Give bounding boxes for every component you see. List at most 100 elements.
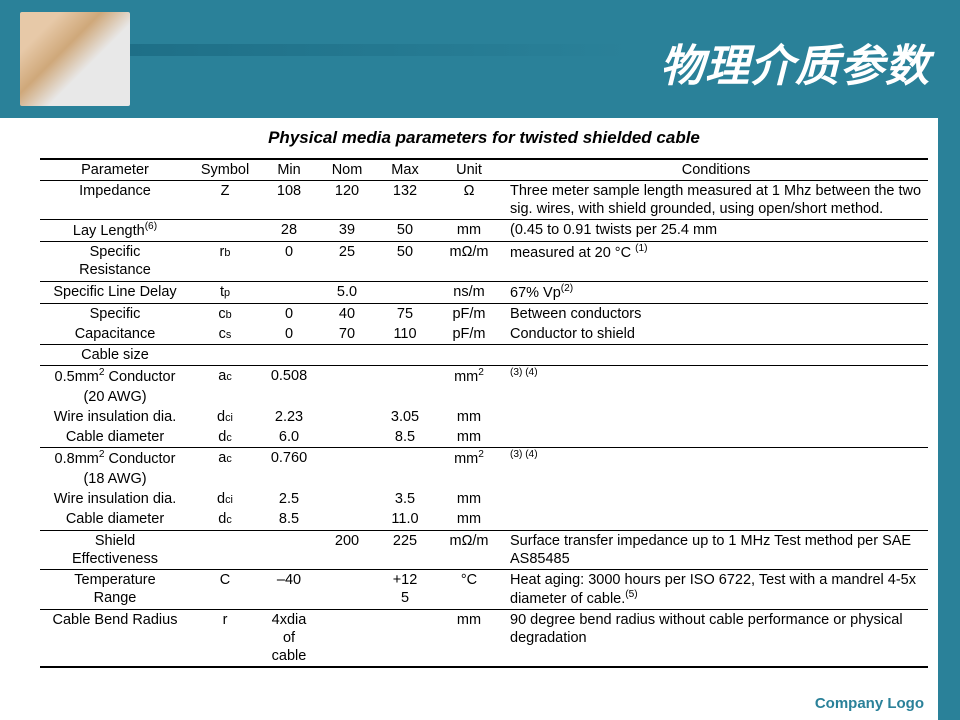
cell <box>376 387 434 407</box>
parameters-table: Parameter Symbol Min Nom Max Unit Condit… <box>40 158 928 668</box>
cell: 3.5 <box>376 489 434 509</box>
title-bar: 物理介质参数 <box>0 0 960 118</box>
cell: 4xdiaof cable <box>260 609 318 667</box>
cell: (20 AWG) <box>40 387 190 407</box>
table-row: Capacitance cs 0 70 110 pF/m Conductor t… <box>40 324 928 345</box>
cell: C <box>190 569 260 609</box>
table-row: (20 AWG) <box>40 387 928 407</box>
table-row: Specific cb 0 40 75 pF/m Between conduct… <box>40 303 928 324</box>
cell: mΩ/m <box>434 242 504 281</box>
cell <box>376 281 434 303</box>
cell <box>190 387 260 407</box>
cell: (18 AWG) <box>40 469 190 489</box>
cell: Cable size <box>40 344 190 365</box>
cell: Wire insulation dia. <box>40 407 190 427</box>
cell: –40 <box>260 569 318 609</box>
slide-title: 物理介质参数 <box>660 30 930 94</box>
cell: pF/m <box>434 324 504 345</box>
cell: dc <box>190 427 260 448</box>
cell: 0.508 <box>260 365 318 386</box>
cell: mm <box>434 489 504 509</box>
cell: Impedance <box>40 181 190 220</box>
cell: 6.0 <box>260 427 318 448</box>
cell: 8.5 <box>260 509 318 530</box>
cell: 200 <box>318 530 376 569</box>
cell <box>376 344 434 365</box>
table-row: Impedance Z 108 120 132 Ω Three meter sa… <box>40 181 928 220</box>
col-min: Min <box>260 159 318 181</box>
cell <box>318 469 376 489</box>
cell: Lay Length(6) <box>40 220 190 242</box>
cell <box>260 281 318 303</box>
cell: Cable diameter <box>40 427 190 448</box>
cell <box>376 448 434 469</box>
cell <box>190 469 260 489</box>
table-row: SpecificResistance rb 0 25 50 mΩ/m measu… <box>40 242 928 281</box>
cell <box>504 489 928 509</box>
cell: 70 <box>318 324 376 345</box>
table-header-row: Parameter Symbol Min Nom Max Unit Condit… <box>40 159 928 181</box>
cell: 25 <box>318 242 376 281</box>
cell <box>504 427 928 448</box>
cell <box>260 469 318 489</box>
table-row: Cable diameter dc 6.0 8.5 mm <box>40 427 928 448</box>
col-parameter: Parameter <box>40 159 190 181</box>
cell: ac <box>190 365 260 386</box>
cell: 2.23 <box>260 407 318 427</box>
cell: Ω <box>434 181 504 220</box>
table-row: Wire insulation dia. dci 2.23 3.05 mm <box>40 407 928 427</box>
table-row: Specific Line Delay tp 5.0 ns/m 67% Vp(2… <box>40 281 928 303</box>
cell: Z <box>190 181 260 220</box>
cell <box>190 220 260 242</box>
cell: mm2 <box>434 448 504 469</box>
cell: 0.8mm2 Conductor <box>40 448 190 469</box>
cell <box>434 469 504 489</box>
table-row: (18 AWG) <box>40 469 928 489</box>
cell <box>376 365 434 386</box>
cell: Cable Bend Radius <box>40 609 190 667</box>
cell <box>318 569 376 609</box>
cell: 90 degree bend radius without cable perf… <box>504 609 928 667</box>
table-row: 0.5mm2 Conductor ac 0.508 mm2 (3) (4) <box>40 365 928 386</box>
cell <box>318 344 376 365</box>
table-row: TemperatureRange C –40 +125 °C Heat agin… <box>40 569 928 609</box>
cell: 0 <box>260 303 318 324</box>
cell: 110 <box>376 324 434 345</box>
cell: 67% Vp(2) <box>504 281 928 303</box>
cell <box>318 448 376 469</box>
cell: mm2 <box>434 365 504 386</box>
cell: Surface transfer impedance up to 1 MHz T… <box>504 530 928 569</box>
table-title: Physical media parameters for twisted sh… <box>40 128 928 148</box>
cell: Wire insulation dia. <box>40 489 190 509</box>
cell: (0.45 to 0.91 twists per 25.4 mm <box>504 220 928 242</box>
cell <box>260 387 318 407</box>
cell: SpecificResistance <box>40 242 190 281</box>
cell: rb <box>190 242 260 281</box>
cell <box>318 609 376 667</box>
cell <box>504 407 928 427</box>
col-nom: Nom <box>318 159 376 181</box>
cell: Heat aging: 3000 hours per ISO 6722, Tes… <box>504 569 928 609</box>
col-conditions: Conditions <box>504 159 928 181</box>
cell: cb <box>190 303 260 324</box>
cell: mΩ/m <box>434 530 504 569</box>
cell: dci <box>190 407 260 427</box>
cell: 50 <box>376 220 434 242</box>
cell: Specific <box>40 303 190 324</box>
cell <box>190 344 260 365</box>
cell: 108 <box>260 181 318 220</box>
cell: 40 <box>318 303 376 324</box>
cell: r <box>190 609 260 667</box>
table-row: ShieldEffectiveness 200 225 mΩ/m Surface… <box>40 530 928 569</box>
table-row: Cable Bend Radius r 4xdiaof cable mm 90 … <box>40 609 928 667</box>
cell: 50 <box>376 242 434 281</box>
cell <box>504 469 928 489</box>
cell: 120 <box>318 181 376 220</box>
cell: 0 <box>260 324 318 345</box>
cell: mm <box>434 509 504 530</box>
cell: 11.0 <box>376 509 434 530</box>
table-row: Wire insulation dia. dci 2.5 3.5 mm <box>40 489 928 509</box>
cell <box>434 387 504 407</box>
table-row: 0.8mm2 Conductor ac 0.760 mm2 (3) (4) <box>40 448 928 469</box>
cell: Between conductors <box>504 303 928 324</box>
